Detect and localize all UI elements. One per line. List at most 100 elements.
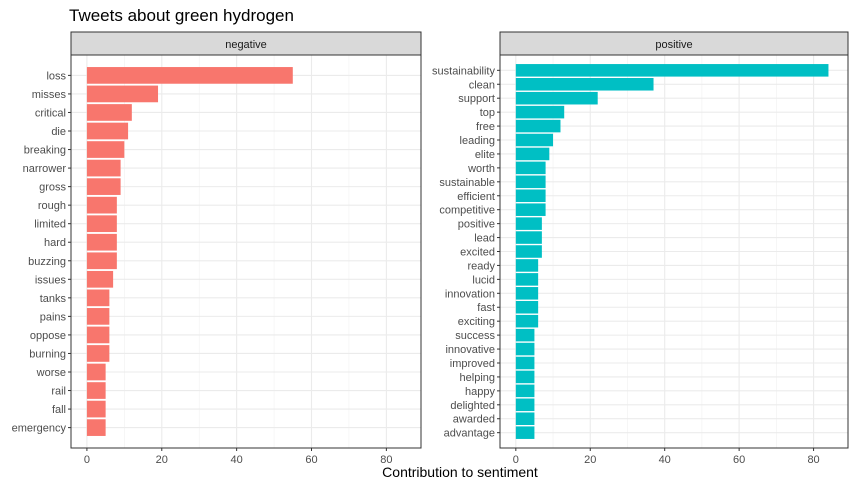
- bar-fall: [86, 400, 106, 418]
- bar-worth: [515, 161, 546, 175]
- x-tick-label: 60: [305, 454, 317, 466]
- bar-emergency: [86, 419, 106, 436]
- bar-clean: [515, 77, 654, 91]
- category-label: limited: [34, 219, 66, 231]
- bar-rough: [86, 196, 117, 214]
- category-label: fast: [477, 302, 495, 314]
- bar-success: [515, 328, 535, 342]
- category-label: worse: [36, 367, 66, 379]
- category-label: hard: [44, 237, 66, 249]
- bar-worse: [86, 363, 106, 381]
- x-tick-label: 40: [231, 454, 243, 466]
- bar-buzzing: [86, 252, 117, 270]
- bar-ready: [515, 259, 539, 272]
- bar-helping: [515, 370, 535, 384]
- category-label: burning: [29, 348, 66, 360]
- category-label: happy: [465, 386, 495, 398]
- panel-negative: loss misses critical die breaking narrower gro…: [12, 31, 422, 466]
- category-label: efficient: [457, 191, 495, 203]
- category-label: emergency: [12, 423, 67, 435]
- bar-excited: [515, 245, 542, 258]
- bar-burning: [86, 345, 110, 362]
- category-label: ready: [467, 260, 495, 272]
- category-label: support: [458, 93, 495, 105]
- x-tick-label: 0: [513, 454, 519, 466]
- category-label: clean: [469, 79, 495, 91]
- category-label: lead: [474, 233, 495, 245]
- bar-advantage: [515, 426, 535, 439]
- bar-positive: [515, 217, 542, 230]
- bar-sustainability: [515, 64, 829, 77]
- bar-gross: [86, 178, 121, 195]
- category-label: gross: [39, 182, 66, 194]
- bar-pains: [86, 308, 110, 325]
- category-label: sustainability: [432, 65, 495, 77]
- bar-lucid: [515, 273, 539, 286]
- bar-lead: [515, 231, 542, 244]
- category-label: free: [476, 121, 495, 133]
- bar-innovation: [515, 287, 539, 300]
- bar-hard: [86, 233, 117, 251]
- category-label: leading: [460, 135, 495, 147]
- category-label: oppose: [30, 330, 66, 342]
- category-label: awarded: [453, 414, 495, 426]
- category-label: exciting: [458, 316, 495, 328]
- bar-innovative: [515, 342, 535, 356]
- bar-competitive: [515, 203, 546, 216]
- bar-issues: [86, 270, 114, 288]
- x-tick-label: 20: [156, 454, 168, 466]
- bar-happy: [515, 384, 535, 398]
- panel-positive: sustainability clean support top free leading…: [432, 31, 849, 466]
- bar-support: [515, 91, 598, 105]
- category-label: loss: [46, 70, 66, 82]
- x-axis-title: Contribution to sentiment: [382, 464, 538, 480]
- bar-leading: [515, 133, 554, 147]
- bar-exciting: [515, 314, 539, 328]
- category-label: top: [480, 107, 495, 119]
- bar-narrower: [86, 159, 121, 177]
- bar-loss: [86, 67, 293, 84]
- bar-fast: [515, 300, 539, 314]
- facet-strip: [70, 31, 422, 56]
- x-tick-label: 20: [584, 454, 596, 466]
- facet-strip-label: negative: [225, 39, 267, 51]
- category-label: buzzing: [28, 256, 66, 268]
- category-label: rough: [38, 200, 66, 212]
- category-label: sustainable: [439, 177, 495, 189]
- category-label: advantage: [444, 428, 495, 440]
- category-label: misses: [32, 89, 67, 101]
- x-tick-label: 60: [733, 454, 745, 466]
- category-label: fall: [52, 404, 66, 416]
- category-label: issues: [35, 274, 67, 286]
- x-tick-label: 80: [807, 454, 819, 466]
- category-label: competitive: [439, 205, 495, 217]
- category-label: positive: [458, 219, 495, 231]
- x-tick-label: 80: [380, 454, 392, 466]
- bar-rail: [86, 382, 106, 399]
- x-tick-label: 0: [84, 454, 90, 466]
- bar-oppose: [86, 326, 110, 344]
- category-label: rail: [51, 386, 66, 398]
- category-label: die: [51, 126, 66, 138]
- bar-tanks: [86, 289, 110, 307]
- category-label: pains: [40, 311, 67, 323]
- category-label: helping: [460, 372, 495, 384]
- bar-limited: [86, 215, 117, 233]
- category-label: critical: [35, 107, 66, 119]
- bar-awarded: [515, 412, 535, 426]
- bar-top: [515, 105, 565, 119]
- category-label: lucid: [472, 274, 495, 286]
- bar-efficient: [515, 189, 546, 203]
- category-label: success: [455, 330, 495, 342]
- bar-elite: [515, 147, 550, 161]
- bar-breaking: [86, 141, 125, 158]
- category-label: narrower: [23, 163, 67, 175]
- x-tick-label: 40: [659, 454, 671, 466]
- category-label: delighted: [450, 400, 495, 412]
- bar-misses: [86, 85, 159, 103]
- bar-sustainable: [515, 175, 546, 189]
- category-label: improved: [450, 358, 495, 370]
- facet-strip: [499, 31, 849, 56]
- bar-critical: [86, 104, 132, 121]
